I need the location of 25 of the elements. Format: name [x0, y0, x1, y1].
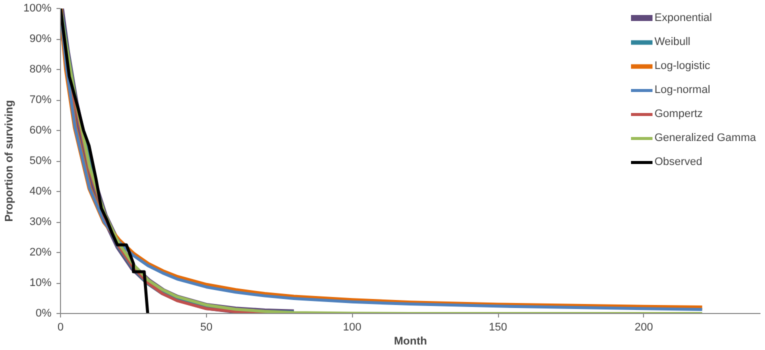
legend-label: Observed: [654, 156, 702, 168]
x-tick-label: 100: [342, 322, 362, 334]
legend-label: Log-normal: [654, 84, 710, 96]
y-tick-label: 30%: [29, 216, 52, 228]
x-tick-label: 200: [634, 322, 654, 334]
y-tick-label: 60%: [29, 124, 52, 136]
y-tick-label: 90%: [29, 33, 52, 45]
legend-label: Generalized Gamma: [654, 132, 756, 144]
y-tick-label: 10%: [29, 277, 52, 289]
y-tick-label: 0%: [36, 308, 52, 320]
legend-label: Weibull: [654, 36, 690, 48]
x-tick-label: 50: [200, 322, 212, 334]
legend-label: Log-logistic: [654, 60, 710, 72]
y-tick-label: 50%: [29, 155, 52, 167]
legend-label: Exponential: [654, 12, 712, 24]
x-tick-label: 150: [488, 322, 508, 334]
y-tick-label: 20%: [29, 246, 52, 258]
y-axis-title: Proportion of surviving: [3, 100, 16, 222]
y-tick-label: 80%: [29, 64, 52, 76]
y-tick-label: 70%: [29, 94, 52, 106]
y-tick-label: 100%: [23, 2, 52, 14]
x-tick-label: 0: [57, 322, 64, 334]
y-tick-label: 40%: [29, 186, 52, 198]
legend-label: Gompertz: [654, 108, 703, 120]
x-axis-title: Month: [394, 336, 428, 348]
